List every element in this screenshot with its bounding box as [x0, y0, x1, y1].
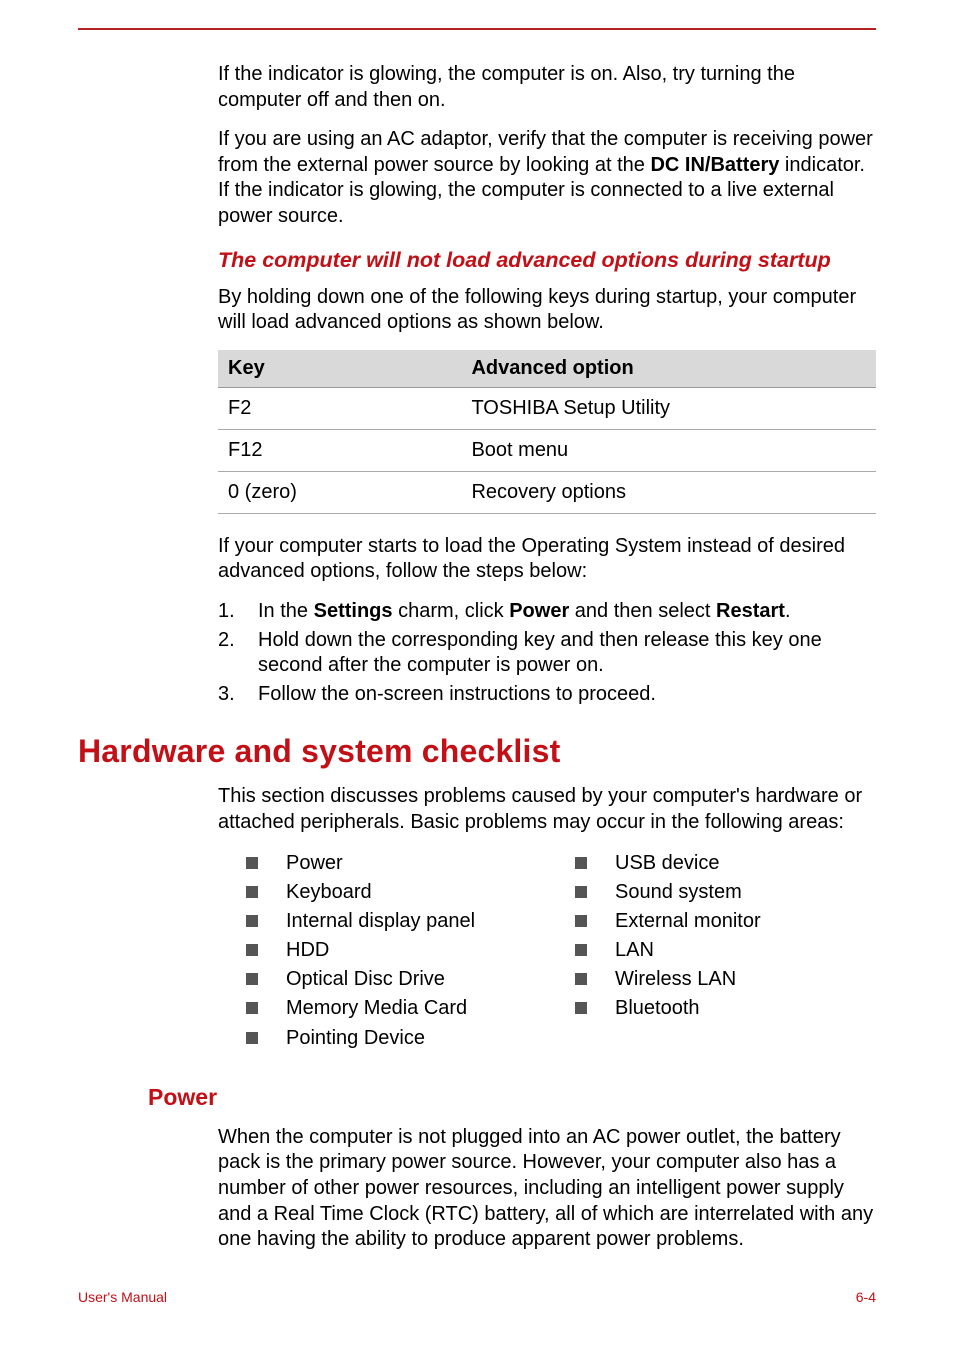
list-item: Sound system: [547, 879, 876, 906]
list-item: HDD: [218, 937, 547, 964]
checklist-intro: This section discusses problems caused b…: [218, 784, 876, 835]
page-content: If the indicator is glowing, the compute…: [78, 62, 876, 1267]
footer-left: User's Manual: [78, 1289, 167, 1305]
square-bullet-icon: [575, 915, 587, 927]
step-1-a: In the: [258, 600, 314, 622]
page-footer: User's Manual 6-4: [78, 1289, 876, 1305]
list-item-label: External monitor: [615, 908, 761, 935]
list-item-label: Memory Media Card: [286, 995, 467, 1022]
square-bullet-icon: [575, 973, 587, 985]
square-bullet-icon: [246, 944, 258, 956]
step-1-b1: Settings: [314, 600, 393, 622]
list-item: Internal display panel: [218, 908, 547, 935]
table-cell-option: Recovery options: [461, 471, 876, 513]
table-cell-option: Boot menu: [461, 429, 876, 471]
list-item-label: Pointing Device: [286, 1025, 425, 1052]
list-item: USB device: [547, 850, 876, 877]
square-bullet-icon: [246, 886, 258, 898]
startup-heading: The computer will not load advanced opti…: [218, 248, 876, 273]
step-1-b3: Restart: [716, 600, 785, 622]
list-item: Wireless LAN: [547, 966, 876, 993]
table-cell-key: F2: [218, 387, 461, 429]
list-item-label: LAN: [615, 937, 654, 964]
startup-after: If your computer starts to load the Oper…: [218, 534, 876, 585]
table-row: 0 (zero) Recovery options: [218, 471, 876, 513]
power-subheading: Power: [148, 1084, 876, 1111]
step-1-b2: Power: [509, 600, 569, 622]
table-header-row: Key Advanced option: [218, 350, 876, 388]
step-1-text: In the Settings charm, click Power and t…: [258, 599, 791, 625]
step-1-number: 1.: [218, 599, 258, 625]
list-item-label: Optical Disc Drive: [286, 966, 445, 993]
startup-lead: By holding down one of the following key…: [218, 285, 876, 336]
hardware-checklist-heading: Hardware and system checklist: [78, 733, 876, 770]
list-item: LAN: [547, 937, 876, 964]
table-cell-option: TOSHIBA Setup Utility: [461, 387, 876, 429]
list-item-label: Keyboard: [286, 879, 372, 906]
square-bullet-icon: [246, 915, 258, 927]
list-item-label: Sound system: [615, 879, 742, 906]
checklist-right-column: USB device Sound system External monitor…: [547, 850, 876, 1054]
intro-paragraph-2: If you are using an AC adaptor, verify t…: [218, 127, 876, 229]
top-horizontal-rule: [78, 28, 876, 30]
square-bullet-icon: [246, 857, 258, 869]
table-row: F2 TOSHIBA Setup Utility: [218, 387, 876, 429]
list-item-label: Power: [286, 850, 343, 877]
table-row: F12 Boot menu: [218, 429, 876, 471]
step-2-text: Hold down the corresponding key and then…: [258, 628, 876, 679]
list-item: Optical Disc Drive: [218, 966, 547, 993]
list-item: Bluetooth: [547, 995, 876, 1022]
step-1-d: and then select: [569, 600, 716, 622]
intro-p2-bold: DC IN/Battery: [650, 154, 779, 176]
square-bullet-icon: [575, 857, 587, 869]
step-1-c: charm, click: [393, 600, 510, 622]
list-item: Power: [218, 850, 547, 877]
list-item-label: Internal display panel: [286, 908, 475, 935]
footer-right: 6-4: [856, 1289, 876, 1305]
table-header-key: Key: [218, 350, 461, 388]
step-2-number: 2.: [218, 628, 258, 679]
intro-paragraph-1: If the indicator is glowing, the compute…: [218, 62, 876, 113]
list-item: Memory Media Card: [218, 995, 547, 1022]
list-item-label: Bluetooth: [615, 995, 700, 1022]
startup-steps: 1. In the Settings charm, click Power an…: [218, 599, 876, 707]
list-item-label: HDD: [286, 937, 329, 964]
square-bullet-icon: [246, 1032, 258, 1044]
power-body: When the computer is not plugged into an…: [218, 1125, 876, 1253]
square-bullet-icon: [575, 1002, 587, 1014]
table-header-option: Advanced option: [461, 350, 876, 388]
step-1: 1. In the Settings charm, click Power an…: [218, 599, 876, 625]
square-bullet-icon: [575, 886, 587, 898]
checklist-left-column: Power Keyboard Internal display panel HD…: [218, 850, 547, 1054]
table-cell-key: F12: [218, 429, 461, 471]
list-item: External monitor: [547, 908, 876, 935]
step-3-text: Follow the on-screen instructions to pro…: [258, 682, 656, 708]
table-cell-key: 0 (zero): [218, 471, 461, 513]
square-bullet-icon: [246, 973, 258, 985]
step-2: 2. Hold down the corresponding key and t…: [218, 628, 876, 679]
square-bullet-icon: [575, 944, 587, 956]
list-item-label: USB device: [615, 850, 720, 877]
checklist-columns: Power Keyboard Internal display panel HD…: [218, 850, 876, 1054]
step-1-e: .: [785, 600, 791, 622]
advanced-options-table: Key Advanced option F2 TOSHIBA Setup Uti…: [218, 350, 876, 514]
list-item: Pointing Device: [218, 1025, 547, 1052]
step-3: 3. Follow the on-screen instructions to …: [218, 682, 876, 708]
square-bullet-icon: [246, 1002, 258, 1014]
list-item-label: Wireless LAN: [615, 966, 736, 993]
list-item: Keyboard: [218, 879, 547, 906]
step-3-number: 3.: [218, 682, 258, 708]
